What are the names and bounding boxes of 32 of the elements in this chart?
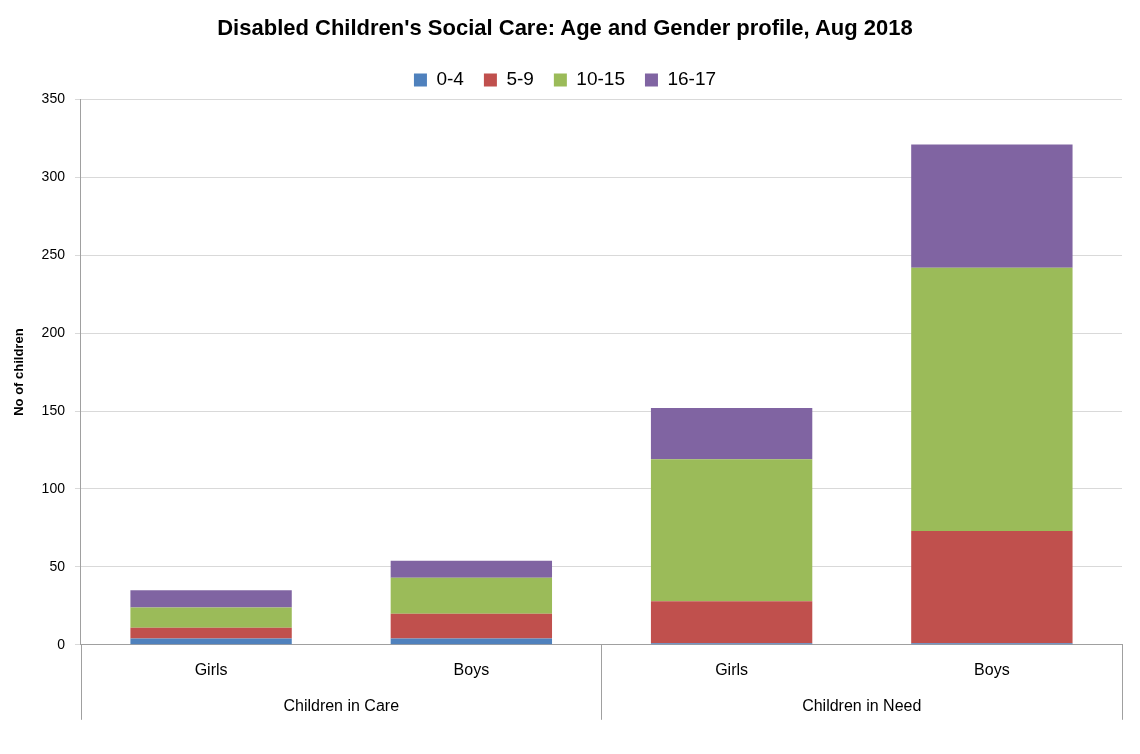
bar: [911, 531, 1073, 644]
bar: [390, 613, 553, 639]
legend-label: 0-4: [436, 68, 465, 90]
bar: [650, 407, 813, 460]
bar: [390, 577, 553, 614]
y-axis-title: No of children: [11, 328, 27, 416]
y-tick-label: 250: [41, 246, 66, 263]
legend-label: 16-17: [667, 68, 717, 90]
y-tick-label: 50: [49, 557, 66, 574]
y-tick-label: 350: [41, 90, 66, 107]
text: Children in Need: [802, 697, 922, 715]
bar: [650, 601, 813, 644]
bar: [911, 144, 1073, 268]
y-tick-label: 100: [41, 479, 66, 496]
legend-label: 5-9: [506, 68, 534, 90]
x-tick-label: Boys: [453, 660, 490, 678]
y-tick-label: 300: [41, 168, 66, 185]
y-tick-label: 0: [57, 635, 66, 652]
bar: [650, 459, 813, 602]
x-tick-label: Girls: [715, 660, 749, 678]
bar: [130, 627, 292, 639]
x-tick-label: Girls: [194, 660, 228, 678]
y-tick-label: 150: [41, 401, 66, 418]
bar: [130, 590, 292, 608]
x-tick-label: Boys: [974, 660, 1010, 678]
y-tick-label: 200: [41, 324, 66, 340]
chart-title: Disabled Children's Social Care: Age and Gender profile, Aug 2018: [217, 15, 913, 41]
bar: [390, 560, 553, 578]
legend-label: 10-15: [576, 68, 625, 90]
text: Children in Care: [283, 697, 400, 715]
bar: [130, 607, 292, 628]
bar: [911, 267, 1073, 532]
